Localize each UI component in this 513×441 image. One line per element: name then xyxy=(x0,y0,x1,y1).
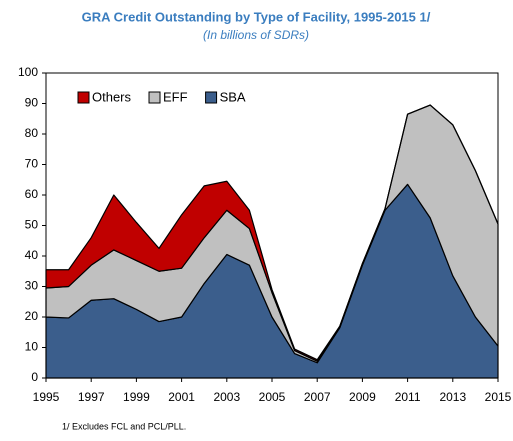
x-tick-label: 2007 xyxy=(304,390,331,404)
area xyxy=(45,104,499,362)
y-tick-label: 10 xyxy=(25,340,39,354)
y-tick-label: 90 xyxy=(25,96,39,110)
x-tick-label: 2003 xyxy=(213,390,240,404)
y-tick-label: 30 xyxy=(25,279,39,293)
y-tick-label: 50 xyxy=(25,218,39,232)
footnote: 1/ Excludes FCL and PCL/PLL. xyxy=(62,421,186,431)
y-tick-label: 40 xyxy=(25,248,39,262)
legend-label: Others xyxy=(92,89,132,104)
x-tick-label: 2015 xyxy=(485,390,512,404)
legend-label: SBA xyxy=(220,89,246,104)
x-tick-label: 2005 xyxy=(259,390,286,404)
y-tick-label: 20 xyxy=(25,309,39,323)
x-tick-label: 1999 xyxy=(123,390,150,404)
x-tick-label: 2011 xyxy=(395,390,421,404)
chart-subtitle: (In billions of SDRs) xyxy=(203,28,309,42)
y-tick-label: 80 xyxy=(25,126,39,140)
x-tick-label: 2001 xyxy=(168,390,195,404)
legend-swatch xyxy=(205,91,218,104)
legend-label: EFF xyxy=(163,89,188,104)
x-tick-label: 1997 xyxy=(78,390,105,404)
x-tick-label: 2013 xyxy=(439,390,466,404)
legend-swatch xyxy=(77,91,90,104)
x-tick-label: 1995 xyxy=(33,390,60,404)
y-tick-label: 0 xyxy=(31,370,38,384)
y-tick-label: 60 xyxy=(25,187,39,201)
x-tick-label: 2009 xyxy=(349,390,376,404)
y-tick-label: 70 xyxy=(25,157,39,171)
y-tick-label: 100 xyxy=(18,65,38,79)
legend-swatch xyxy=(148,91,161,104)
chart-title: GRA Credit Outstanding by Type of Facili… xyxy=(82,9,431,24)
